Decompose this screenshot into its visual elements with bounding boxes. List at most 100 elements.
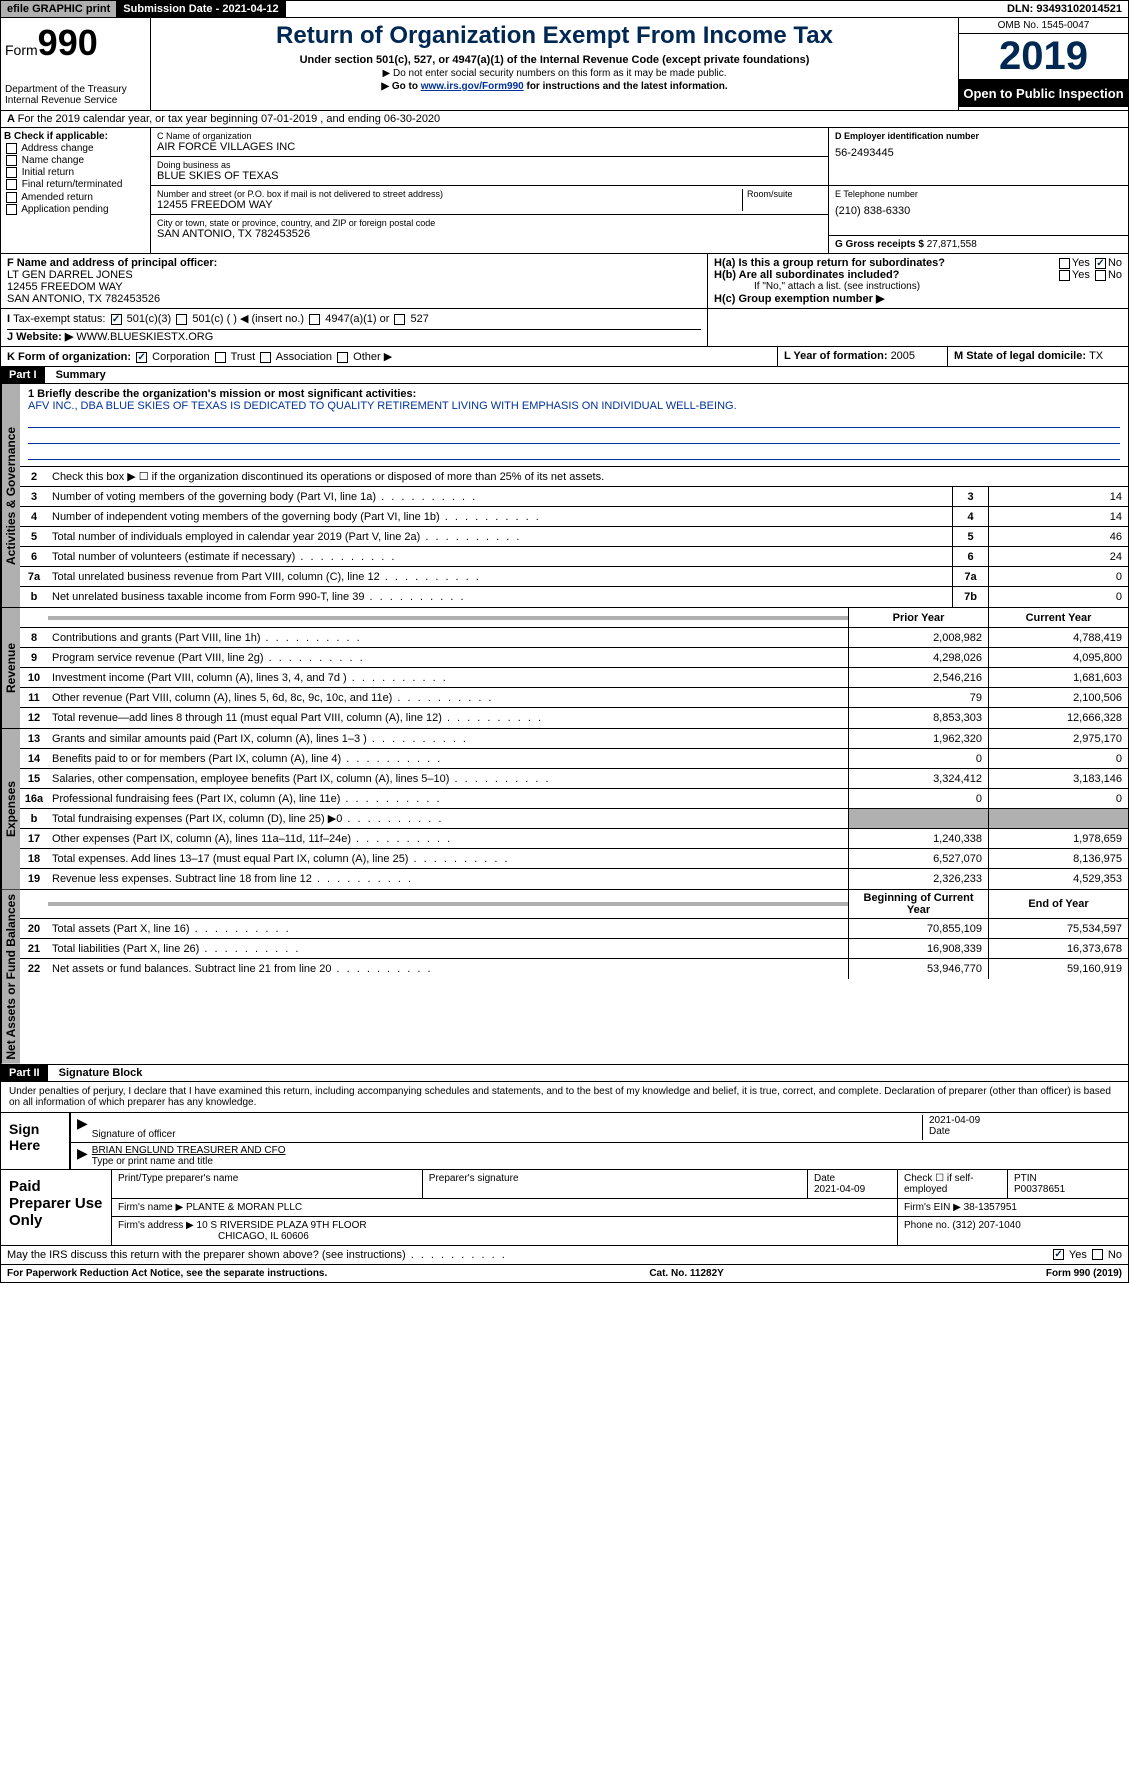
line-16a: 16aProfessional fundraising fees (Part I…: [20, 789, 1128, 809]
revenue-section: Revenue Prior Year Current Year 8Contrib…: [0, 608, 1129, 729]
form-prefix: Form: [5, 42, 38, 58]
year-formation: 2005: [891, 350, 915, 362]
gross-receipts: 27,871,558: [927, 239, 977, 250]
cb-501c[interactable]: [176, 314, 187, 325]
sig-date-label: Date: [929, 1126, 1122, 1137]
tax-year-range: For the 2019 calendar year, or tax year …: [18, 113, 441, 125]
cb-assoc[interactable]: [260, 352, 271, 363]
governance-section: Activities & Governance 1 Briefly descri…: [0, 384, 1129, 608]
room-label: Room/suite: [747, 189, 822, 199]
cb-corp[interactable]: [136, 352, 147, 363]
line-22: 22Net assets or fund balances. Subtract …: [20, 959, 1128, 979]
sig-officer-label: Signature of officer: [92, 1129, 922, 1140]
line-8: 8Contributions and grants (Part VIII, li…: [20, 628, 1128, 648]
sig-date: 2021-04-09: [929, 1115, 1122, 1126]
cb-pending[interactable]: Application pending: [4, 204, 147, 215]
vlabel-governance: Activities & Governance: [1, 384, 20, 607]
line-21: 21Total liabilities (Part X, line 26) 16…: [20, 939, 1128, 959]
end-year-hdr: End of Year: [988, 890, 1128, 918]
cb-other[interactable]: [337, 352, 348, 363]
line-12: 12Total revenue—add lines 8 through 11 (…: [20, 708, 1128, 728]
box-b: B Check if applicable: Address change Na…: [1, 128, 151, 253]
cb-amended[interactable]: Amended return: [4, 192, 147, 203]
line-14: 14Benefits paid to or for members (Part …: [20, 749, 1128, 769]
part-1-header: Part I Summary: [0, 367, 1129, 384]
prior-year-hdr: Prior Year: [848, 608, 988, 627]
firm-addr2: CHICAGO, IL 60606: [118, 1231, 309, 1242]
self-employed-check[interactable]: Check ☐ if self-employed: [898, 1170, 1008, 1198]
officer-name: LT GEN DARREL JONES: [7, 269, 133, 281]
cb-527[interactable]: [394, 314, 405, 325]
gov-line-3: 3Number of voting members of the governi…: [20, 487, 1128, 507]
cb-4947[interactable]: [309, 314, 320, 325]
vlabel-netassets: Net Assets or Fund Balances: [1, 890, 20, 1064]
form-title: Return of Organization Exempt From Incom…: [159, 22, 950, 50]
dba-label: Doing business as: [157, 160, 822, 170]
current-year-hdr: Current Year: [988, 608, 1128, 627]
cb-initial[interactable]: Initial return: [4, 167, 147, 178]
line-b: bTotal fundraising expenses (Part IX, co…: [20, 809, 1128, 829]
goto-note: ▶ Go to www.irs.gov/Form990 for instruct…: [159, 81, 950, 92]
cb-name[interactable]: Name change: [4, 155, 147, 166]
expenses-section: Expenses 13Grants and similar amounts pa…: [0, 729, 1129, 890]
prep-sig-label: Preparer's signature: [423, 1170, 808, 1198]
form-number: Form990: [5, 22, 146, 64]
website-url: WWW.BLUESKIESTX.ORG: [76, 331, 213, 343]
org-name-label: C Name of organization: [157, 131, 822, 141]
firm-ein: 38-1357951: [964, 1202, 1017, 1213]
part-2-header: Part II Signature Block: [0, 1065, 1129, 1082]
cb-address[interactable]: Address change: [4, 143, 147, 154]
ssn-note: ▶ Do not enter social security numbers o…: [159, 68, 950, 79]
gov-line-5: 5Total number of individuals employed in…: [20, 527, 1128, 547]
officer-label: F Name and address of principal officer:: [7, 257, 217, 269]
box-f: F Name and address of principal officer:…: [7, 257, 701, 305]
box-c: C Name of organization AIR FORCE VILLAGE…: [151, 128, 828, 253]
sign-here-label: Sign Here: [1, 1113, 71, 1169]
cb-501c3[interactable]: [111, 314, 122, 325]
ptin: P00378651: [1014, 1184, 1065, 1195]
tax-status-label: Tax-exempt status:: [13, 313, 105, 325]
form-header: Form990 Department of the Treasury Inter…: [0, 18, 1129, 111]
form-990-num: 990: [38, 22, 98, 63]
gov-line-7b: bNet unrelated business taxable income f…: [20, 587, 1128, 607]
cb-final[interactable]: Final return/terminated: [4, 179, 147, 190]
form-subtitle: Under section 501(c), 527, or 4947(a)(1)…: [159, 54, 950, 66]
discuss-row: May the IRS discuss this return with the…: [1, 1245, 1128, 1264]
tax-status: I Tax-exempt status: 501(c)(3) 501(c) ( …: [7, 312, 701, 330]
line-13: 13Grants and similar amounts paid (Part …: [20, 729, 1128, 749]
goto-pre: ▶ Go to: [381, 81, 420, 92]
line-9: 9Program service revenue (Part VIII, lin…: [20, 648, 1128, 668]
dln: DLN: 93493102014521: [1001, 1, 1128, 17]
row-k-l-m: K Form of organization: Corporation Trus…: [0, 347, 1129, 367]
submission-label: Submission Date -: [123, 3, 222, 15]
signature-block: Under penalties of perjury, I declare th…: [0, 1082, 1129, 1265]
firm-addr1: 10 S RIVERSIDE PLAZA 9TH FLOOR: [197, 1220, 367, 1231]
cb-trust[interactable]: [215, 352, 226, 363]
row-a-tax-year: A For the 2019 calendar year, or tax yea…: [0, 111, 1129, 128]
type-name-label: Type or print name and title: [92, 1156, 1122, 1167]
cat-no: Cat. No. 11282Y: [649, 1268, 723, 1279]
line-20: 20Total assets (Part X, line 16) 70,855,…: [20, 919, 1128, 939]
line-10: 10Investment income (Part VIII, column (…: [20, 668, 1128, 688]
open-public: Open to Public Inspection: [959, 80, 1128, 107]
cb-discuss-no[interactable]: [1092, 1249, 1103, 1260]
dba: BLUE SKIES OF TEXAS: [157, 170, 822, 182]
irs-link[interactable]: www.irs.gov/Form990: [421, 81, 524, 92]
paperwork-notice: For Paperwork Reduction Act Notice, see …: [7, 1268, 327, 1279]
line-17: 17Other expenses (Part IX, column (A), l…: [20, 829, 1128, 849]
gov-line-6: 6Total number of volunteers (estimate if…: [20, 547, 1128, 567]
rev-header: Prior Year Current Year: [20, 608, 1128, 628]
omb-number: OMB No. 1545-0047: [959, 18, 1128, 34]
prep-date: 2021-04-09: [814, 1184, 865, 1195]
gov-line-4: 4Number of independent voting members of…: [20, 507, 1128, 527]
box-m: M State of legal domicile: TX: [948, 347, 1128, 366]
street-address: 12455 FREEDOM WAY: [157, 199, 742, 211]
ein-label: D Employer identification number: [835, 131, 1122, 141]
org-name: AIR FORCE VILLAGES INC: [157, 141, 822, 153]
line-1: 1 Briefly describe the organization's mi…: [20, 384, 1128, 467]
efile-graphic-button[interactable]: efile GRAPHIC print: [1, 1, 117, 17]
cb-discuss-yes[interactable]: [1053, 1249, 1064, 1260]
phone-label: E Telephone number: [835, 189, 1122, 199]
part-2-name: Signature Block: [51, 1067, 143, 1079]
website-row: J Website: ▶ WWW.BLUESKIESTX.ORG: [7, 330, 701, 343]
